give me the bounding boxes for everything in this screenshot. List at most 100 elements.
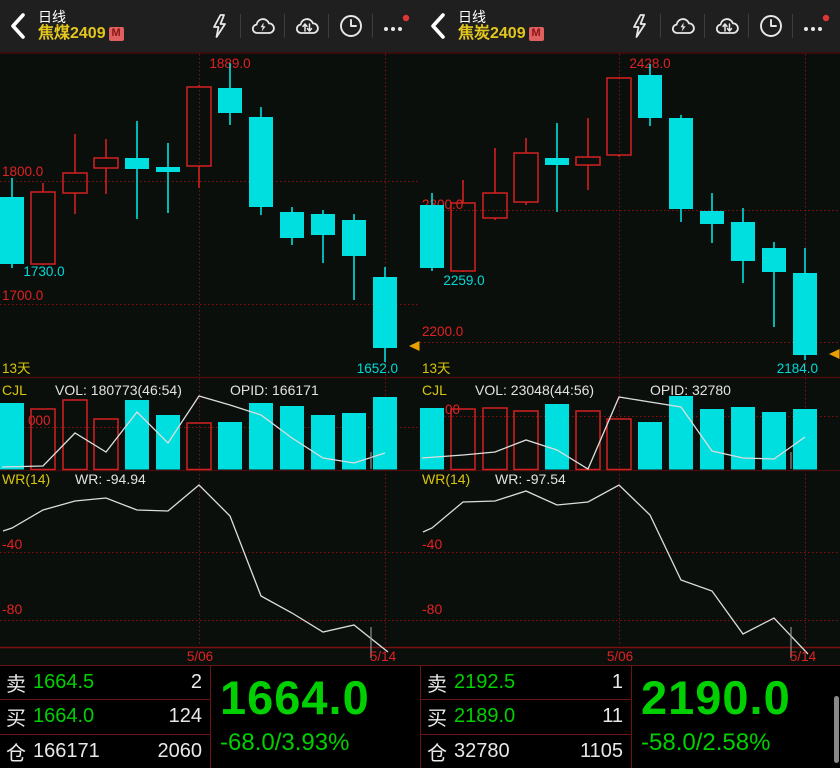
change-percent: -68.0/3.93% <box>220 729 350 757</box>
back-button[interactable] <box>0 0 36 52</box>
svg-text:1730.0: 1730.0 <box>23 264 64 279</box>
date-axis: 5/06 5/14 <box>187 649 397 664</box>
cloud-lightning-icon[interactable] <box>241 0 284 52</box>
wr-layer: WR(14) WR: -94.94 -40 -80 <box>2 471 389 658</box>
cloud-sync-icon[interactable] <box>705 0 748 52</box>
notification-dot <box>822 14 829 22</box>
oi-label: 仓 <box>6 742 26 765</box>
header-bar-left: 日线 焦煤2409 M <box>0 0 420 52</box>
more-icon[interactable] <box>793 0 836 52</box>
volume-indicator-label: CJL <box>2 382 27 398</box>
last-price: 2190.0 <box>641 671 791 724</box>
candles-layer <box>0 63 397 362</box>
contract-name: 焦炭2409 <box>458 24 526 42</box>
svg-text:1652.0: 1652.0 <box>357 361 398 376</box>
ask-row[interactable]: 卖 2192.5 1 <box>421 666 631 701</box>
change-percent: -58.0/2.58% <box>641 729 771 757</box>
ask-qty: 2 <box>190 671 202 694</box>
bid-qty: 124 <box>168 705 202 728</box>
wr-indicator-label: WR(14) <box>422 471 470 487</box>
wr-value-label: WR: -94.94 <box>75 471 146 487</box>
volume-layer: CJL VOL: 180773(46:54) OPID: 166171 000 <box>0 382 397 471</box>
main-contract-badge: M <box>528 26 544 41</box>
oi-delta: 1105 <box>579 739 623 762</box>
header-icon-group <box>197 0 420 52</box>
wr-tick-label: -40 <box>422 536 442 552</box>
ask-label: 卖 <box>6 674 26 697</box>
icon-separator <box>328 14 329 38</box>
svg-text:1800.0: 1800.0 <box>2 164 43 179</box>
last-price-arrow <box>409 341 420 351</box>
header-bar-right: 日线 焦炭2409 M <box>420 0 840 52</box>
scrollbar-thumb[interactable] <box>834 696 839 763</box>
volume-indicator-label: CJL <box>422 382 447 398</box>
more-icon[interactable] <box>373 0 416 52</box>
period-label: 日线 <box>38 8 66 25</box>
icon-separator <box>792 14 793 38</box>
wr-tick-label: -80 <box>2 601 22 617</box>
bid-row[interactable]: 买 1664.0 124 <box>0 700 210 735</box>
icon-separator <box>660 14 661 38</box>
date-label: 5/06 <box>187 649 213 664</box>
icon-separator <box>372 14 373 38</box>
history-icon[interactable] <box>749 0 792 52</box>
ask-row[interactable]: 卖 1664.5 2 <box>0 666 210 701</box>
flash-icon[interactable] <box>197 0 240 52</box>
wr-tick-label: -80 <box>422 601 442 617</box>
wr-line <box>2 484 389 653</box>
section-separators <box>0 52 420 649</box>
last-price-arrow <box>829 349 840 359</box>
header-icon-group <box>617 0 840 52</box>
wr-layer: WR(14) WR: -97.54 -40 -80 <box>422 471 809 658</box>
open-interest-row[interactable]: 仓 32780 1105 <box>421 735 631 768</box>
quote-table: 卖 2192.5 1 买 2189.0 11 仓 32780 1105 <box>421 666 632 768</box>
title-block[interactable]: 日线 焦炭2409 M <box>458 8 544 42</box>
back-chevron-icon <box>431 13 445 39</box>
icon-separator <box>704 14 705 38</box>
cloud-sync-icon[interactable] <box>285 0 328 52</box>
quote-table: 卖 1664.5 2 买 1664.0 124 仓 166171 2060 <box>0 666 211 768</box>
history-icon[interactable] <box>329 0 372 52</box>
chart-background <box>420 52 840 665</box>
icon-separator <box>240 14 241 38</box>
bid-price: 2189.0 <box>454 705 516 728</box>
date-label: 5/06 <box>607 649 633 664</box>
wr-value-label: WR: -97.54 <box>495 471 566 487</box>
chart-panel-left: 日线 焦煤2409 M <box>0 0 420 768</box>
back-chevron-icon <box>11 13 25 39</box>
days-count-label: 13天 <box>2 361 31 376</box>
svg-text:1700.0: 1700.0 <box>2 288 43 303</box>
opid-value-label: OPID: 166171 <box>230 382 319 398</box>
oi-label: 仓 <box>427 742 447 765</box>
volume-scale-label: 000 <box>28 413 51 428</box>
volume-value-label: VOL: 23048(44:56) <box>475 382 594 398</box>
date-label: 5/14 <box>790 649 817 664</box>
title-block[interactable]: 日线 焦煤2409 M <box>38 8 124 42</box>
period-label: 日线 <box>458 8 486 25</box>
ask-price: 1664.5 <box>33 671 95 694</box>
chart-background <box>0 52 420 665</box>
last-price-block: 2190.0 -58.0/2.58% <box>632 666 840 768</box>
back-button[interactable] <box>420 0 456 52</box>
svg-text:2184.0: 2184.0 <box>777 361 818 376</box>
last-price-block: 1664.0 -68.0/3.93% <box>211 666 420 768</box>
opid-line <box>1 395 386 468</box>
days-count-label: 13天 <box>422 361 451 376</box>
ask-label: 卖 <box>427 674 447 697</box>
cloud-lightning-icon[interactable] <box>661 0 704 52</box>
wr-line <box>422 484 809 655</box>
wr-indicator-label: WR(14) <box>2 471 50 487</box>
bid-price: 1664.0 <box>33 705 95 728</box>
bid-label: 买 <box>427 708 447 731</box>
flash-icon[interactable] <box>617 0 660 52</box>
bid-row[interactable]: 买 2189.0 11 <box>421 700 631 735</box>
chart-panel-right: 日线 焦炭2409 M <box>420 0 840 768</box>
candles-layer <box>420 64 817 360</box>
open-interest-row[interactable]: 仓 166171 2060 <box>0 735 210 768</box>
bid-label: 买 <box>6 708 26 731</box>
bid-qty: 11 <box>602 705 623 728</box>
